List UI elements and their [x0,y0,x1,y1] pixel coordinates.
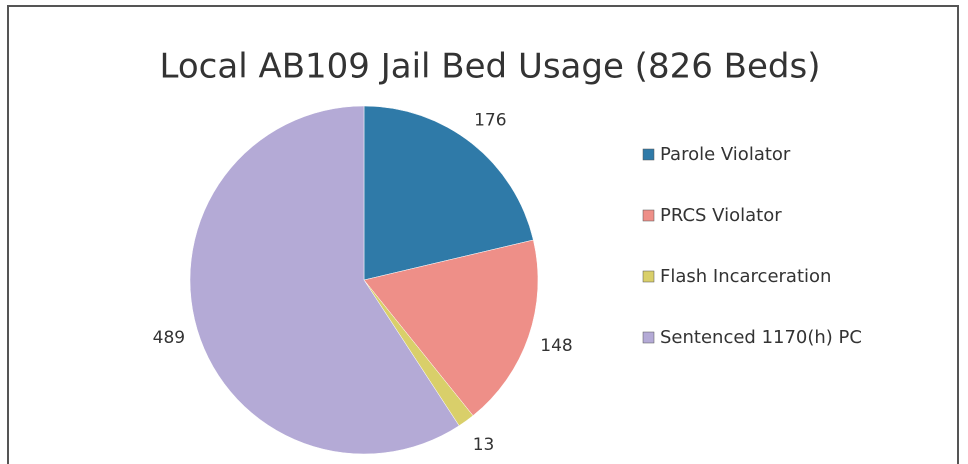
legend-swatch [642,209,655,222]
legend-swatch [642,148,655,161]
data-label: 489 [153,328,185,348]
pie-slice [363,239,539,416]
legend-label: Flash Incarceration [660,266,831,287]
pie-slice [189,105,460,455]
pie-slice [363,105,534,281]
legend-label: PRCS Violator [660,205,782,226]
legend-swatch [642,331,655,344]
data-label: 176 [474,110,506,130]
legend-label: Parole Violator [660,144,791,165]
legend-label: Sentenced 1170(h) PC [660,327,862,348]
legend-swatch [642,270,655,283]
chart-title: Local AB109 Jail Bed Usage (826 Beds) [160,47,821,87]
data-label: 148 [540,336,572,356]
data-label: 13 [473,435,495,455]
